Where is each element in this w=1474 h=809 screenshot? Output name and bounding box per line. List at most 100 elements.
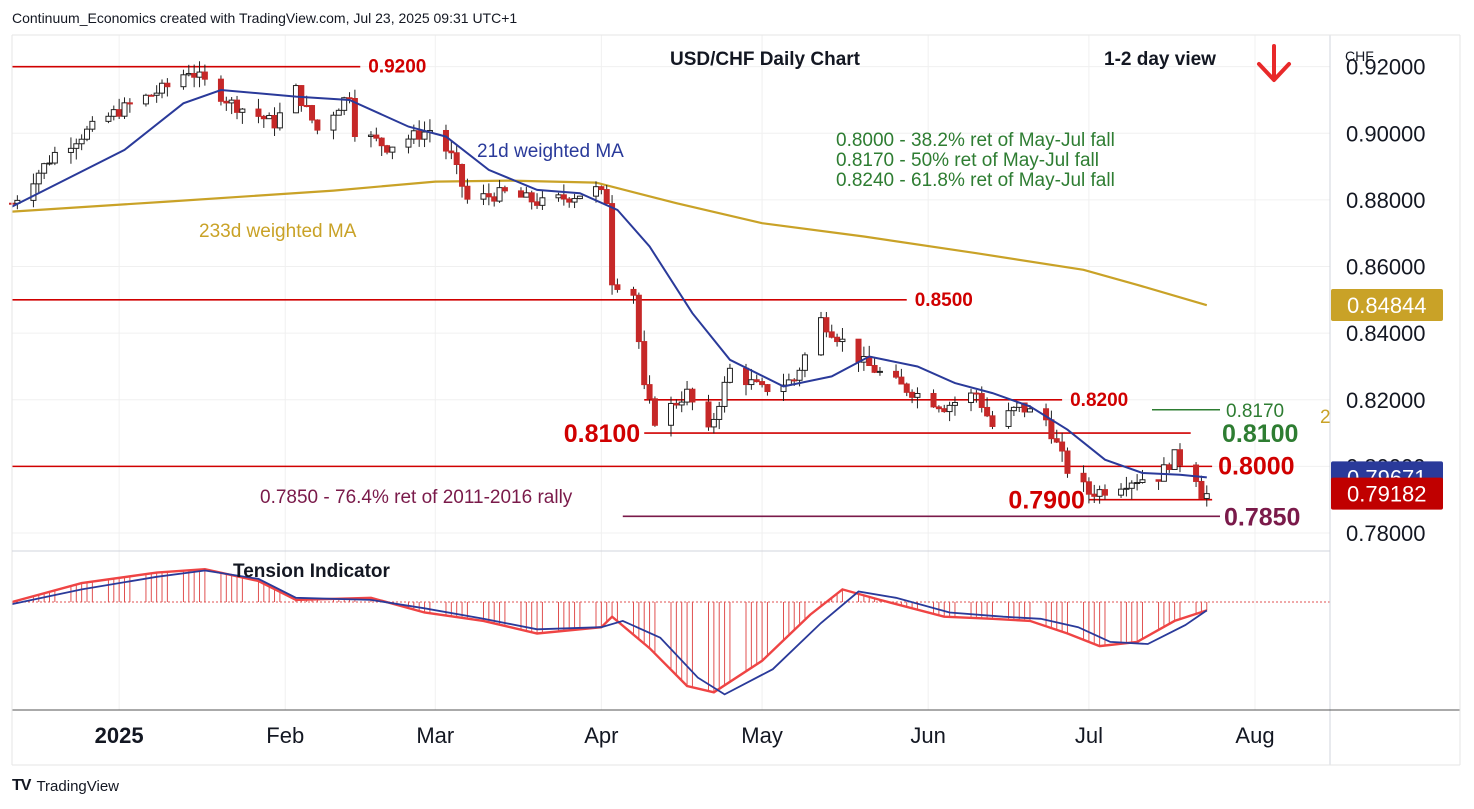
level-label: 0.8200	[1070, 390, 1128, 411]
x-tick-label: Jul	[1075, 723, 1103, 748]
candle	[255, 98, 262, 124]
candle-body	[416, 130, 423, 140]
candle-body	[228, 99, 235, 104]
candle	[480, 184, 487, 206]
candle-body	[453, 152, 460, 165]
candle-body	[303, 105, 310, 108]
candle-body	[153, 92, 160, 96]
candle	[271, 107, 278, 137]
candle	[1010, 406, 1017, 416]
candle	[453, 145, 460, 175]
candle-body	[341, 97, 348, 111]
candle-body	[148, 94, 155, 97]
usdchf-daily-chart[interactable]: CHF0.920000.900000.880000.860000.840000.…	[0, 0, 1474, 770]
candle-body	[260, 115, 267, 120]
candle	[721, 376, 728, 413]
ma21-path	[11, 88, 1207, 479]
candle	[748, 368, 755, 390]
candle-body	[421, 131, 428, 140]
candle	[314, 119, 321, 135]
candle-body	[641, 341, 648, 386]
candle	[153, 85, 160, 103]
candle-body	[142, 94, 149, 105]
candle	[651, 396, 658, 427]
ma233-path	[11, 179, 1208, 307]
candle	[1128, 480, 1135, 500]
candle	[1155, 479, 1162, 490]
candle-body	[1059, 441, 1066, 452]
candle-body	[298, 85, 305, 107]
y-tick-label: 0.90000	[1346, 121, 1426, 146]
x-tick-label: 2025	[95, 723, 144, 748]
candle-body	[405, 138, 412, 148]
candle-body	[389, 146, 396, 153]
candle-body	[1203, 493, 1210, 499]
price-badge: 0.84844	[1331, 289, 1443, 322]
candle-body	[51, 151, 58, 164]
x-tick-label: Apr	[584, 723, 618, 748]
ma233-label: 233d weighted MA	[199, 221, 357, 242]
candle	[946, 401, 953, 422]
candle-body	[292, 85, 299, 114]
candle	[116, 98, 123, 120]
candle	[448, 140, 455, 160]
footer-brand: TradingView	[36, 777, 119, 795]
candle-body	[834, 336, 841, 343]
candle-body	[239, 108, 246, 113]
candle-body	[630, 288, 637, 296]
candle-body	[351, 98, 358, 137]
candle	[1101, 484, 1108, 500]
candle-body	[346, 97, 353, 100]
candle	[566, 197, 573, 208]
candle-body	[689, 388, 696, 403]
candle-body	[539, 197, 546, 206]
candle	[828, 324, 835, 339]
candle-body	[571, 198, 578, 203]
candle	[164, 78, 171, 97]
candle-body	[276, 112, 283, 129]
candle	[534, 193, 541, 209]
candle-body	[491, 196, 498, 202]
candle	[1198, 475, 1205, 499]
retracement-annotation: 0.8240 - 61.8% ret of May-Jul fall	[836, 170, 1115, 191]
candle	[298, 85, 305, 112]
candle-body	[84, 128, 91, 140]
candle-body	[978, 393, 985, 408]
candle-body	[496, 187, 503, 202]
candle-body	[35, 172, 42, 185]
candle-body	[464, 185, 471, 200]
candle-body	[1085, 481, 1092, 495]
candle-body	[1048, 419, 1055, 440]
candle	[442, 124, 449, 160]
candle-body	[485, 193, 492, 198]
candle	[201, 64, 208, 86]
candle-body	[1021, 402, 1028, 413]
candle	[405, 134, 412, 154]
candle	[1166, 462, 1173, 473]
candle-body	[196, 71, 203, 78]
candle	[41, 162, 48, 179]
candle	[609, 195, 616, 295]
candle	[309, 104, 316, 124]
candle	[1176, 443, 1183, 473]
candle-body	[501, 187, 508, 192]
candle-body	[523, 192, 530, 198]
candle-body	[1005, 410, 1012, 427]
level-label: 0.7900	[1008, 487, 1084, 515]
price-badge-label: 0.84844	[1347, 293, 1427, 318]
candle	[1005, 402, 1012, 429]
candle-body	[367, 134, 374, 137]
candle-body	[1139, 479, 1146, 484]
candle	[84, 125, 91, 142]
candle-body	[914, 392, 921, 398]
candle	[630, 286, 637, 304]
candle	[67, 137, 74, 164]
candle	[73, 138, 80, 160]
candle-body	[164, 82, 171, 88]
candle	[989, 410, 996, 430]
candle-body	[710, 418, 717, 428]
candle-body	[876, 370, 883, 373]
candle	[839, 327, 846, 352]
candle-body	[791, 379, 798, 382]
chart-title: USD/CHF Daily Chart	[670, 49, 861, 70]
